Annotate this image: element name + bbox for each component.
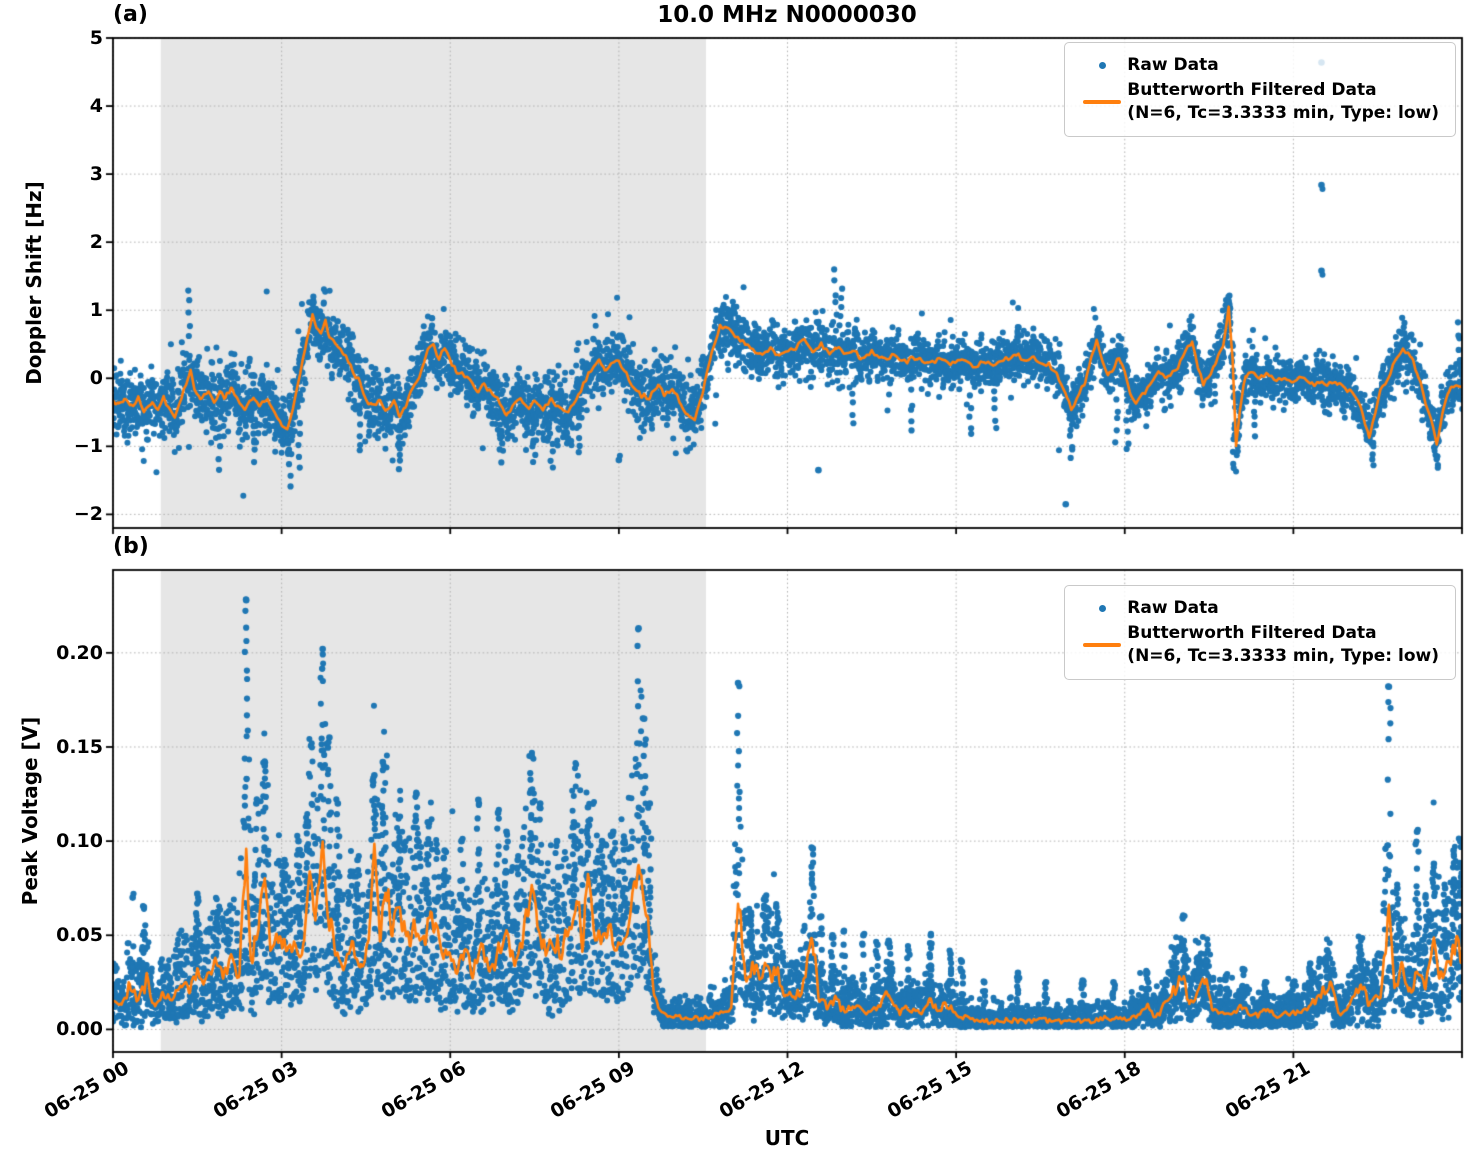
panel-a-label: (a): [113, 2, 148, 27]
legend-filtered-entry: Butterworth Filtered Data (N=6, Tc=3.333…: [1077, 79, 1439, 125]
y-tick-label: 2: [89, 231, 103, 254]
y-tick-label: 3: [89, 163, 103, 186]
legend-filtered-label-line2: (N=6, Tc=3.3333 min, Type: low): [1127, 103, 1439, 123]
y-tick-label: 0.15: [56, 735, 103, 758]
y-tick-label: 0.00: [56, 1018, 103, 1041]
doppler-y-axis-label: Doppler Shift [Hz]: [22, 181, 46, 385]
y-tick-label: 0.20: [56, 641, 103, 664]
legend-filtered-entry: Butterworth Filtered Data (N=6, Tc=3.333…: [1077, 622, 1439, 668]
x-axis-label: UTC: [764, 1126, 810, 1150]
panel-b-label: (b): [113, 534, 149, 559]
raw-data-dot-icon: [1077, 605, 1127, 612]
y-tick-label: 1: [89, 299, 103, 322]
legend-filtered-label: Butterworth Filtered Data (N=6, Tc=3.333…: [1127, 622, 1439, 668]
y-tick-label: 0: [89, 367, 103, 390]
legend-panel-a: Raw Data Butterworth Filtered Data (N=6,…: [1064, 42, 1456, 137]
legend-raw-entry: Raw Data: [1077, 54, 1439, 77]
legend-raw-label: Raw Data: [1127, 55, 1219, 75]
legend-raw-label: Raw Data: [1127, 598, 1219, 618]
y-tick-label: −2: [73, 503, 103, 526]
y-tick-label: 4: [89, 95, 103, 118]
raw-data-dot-icon: [1077, 62, 1127, 69]
figure-title: 10.0 MHz N0000030: [657, 2, 917, 28]
filtered-line-icon: [1077, 643, 1127, 647]
y-tick-label: 5: [89, 27, 103, 49]
legend-filtered-label-line1: Butterworth Filtered Data: [1127, 623, 1377, 643]
legend-raw-entry: Raw Data: [1077, 597, 1439, 620]
filtered-line-icon: [1077, 100, 1127, 104]
y-tick-label: 0.10: [56, 830, 103, 853]
legend-panel-b: Raw Data Butterworth Filtered Data (N=6,…: [1064, 585, 1456, 680]
y-tick-label: −1: [73, 435, 103, 458]
y-tick-label: 0.05: [56, 924, 103, 947]
legend-filtered-label-line2: (N=6, Tc=3.3333 min, Type: low): [1127, 646, 1439, 666]
legend-filtered-label: Butterworth Filtered Data (N=6, Tc=3.333…: [1127, 79, 1439, 125]
legend-filtered-label-line1: Butterworth Filtered Data: [1127, 80, 1377, 100]
